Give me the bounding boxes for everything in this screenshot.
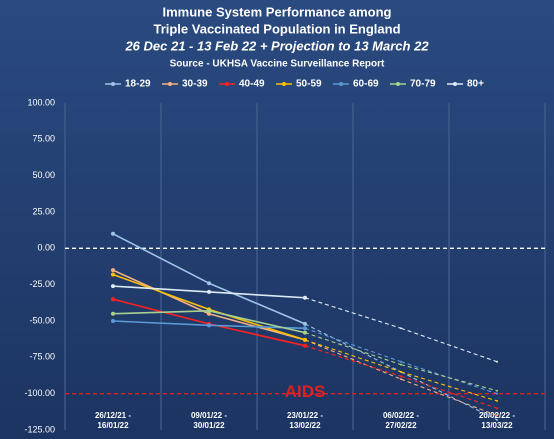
line-segment [112, 285, 210, 293]
data-point [303, 330, 307, 335]
x-tick-label: 16/01/22 [97, 421, 129, 430]
line-segment [400, 378, 498, 416]
data-point [496, 407, 498, 410]
y-tick-label: -125.00 [24, 424, 55, 434]
data-point [111, 284, 115, 289]
data-point [400, 370, 402, 373]
data-point [496, 389, 498, 392]
line-segment [304, 323, 402, 373]
legend-label: 40-49 [239, 79, 265, 90]
legend-label: 50-59 [296, 79, 322, 90]
legend-marker [225, 82, 229, 86]
line-segment [304, 327, 402, 363]
legend-marker [282, 82, 286, 86]
data-point [207, 289, 211, 294]
line-segment [208, 282, 306, 325]
line-segment [112, 320, 210, 327]
data-point [496, 418, 498, 421]
data-point [303, 326, 307, 331]
line-segment [304, 339, 402, 380]
data-point [207, 311, 211, 316]
data-point [111, 268, 115, 273]
x-tick-label: 13/03/22 [481, 421, 513, 430]
data-point [111, 272, 115, 277]
data-point [400, 375, 402, 378]
y-tick-label: -100.00 [24, 388, 55, 398]
y-tick-label: -75.00 [29, 352, 55, 362]
line-segment [112, 273, 210, 311]
data-point [303, 321, 307, 326]
chart-title: Immune System Performance among [162, 4, 391, 19]
data-point [496, 399, 498, 402]
data-point [400, 363, 402, 366]
data-point [400, 378, 402, 381]
line-segment [400, 364, 498, 392]
line-segment [400, 375, 498, 409]
data-point [303, 337, 307, 342]
data-point [207, 281, 211, 286]
line-segment [208, 323, 306, 347]
line-segment [304, 332, 402, 366]
legend-marker [453, 82, 457, 86]
legend-label: 70-79 [410, 79, 436, 90]
y-tick-label: -25.00 [29, 279, 55, 289]
y-tick-label: 50.00 [32, 170, 55, 180]
legend-marker [396, 82, 400, 86]
chart-title: Triple Vaccinated Population in England [153, 21, 400, 36]
x-tick-label: 26/12/21 - [95, 411, 131, 420]
data-point [111, 319, 115, 323]
line-segment [208, 310, 306, 334]
line-segment [112, 310, 210, 315]
y-tick-label: 100.00 [27, 97, 55, 107]
legend-label: 80+ [467, 79, 484, 90]
line-segment [400, 327, 498, 363]
line-segment [400, 371, 498, 402]
data-point [400, 360, 402, 363]
data-point [207, 323, 211, 328]
data-point [496, 414, 498, 417]
data-point [303, 343, 307, 348]
legend-marker [168, 82, 172, 86]
x-tick-label: 27/02/22 [385, 421, 417, 430]
legend-label: 30-39 [182, 79, 208, 90]
line-segment [304, 297, 402, 329]
data-point [111, 231, 115, 236]
x-tick-label: 06/02/22 - [383, 411, 419, 420]
y-tick-label: 0.00 [37, 243, 55, 253]
legend-marker [111, 82, 115, 86]
data-point [496, 392, 498, 395]
x-tick-label: 30/01/22 [193, 421, 225, 430]
line-segment [304, 339, 402, 373]
line-segment [208, 324, 306, 330]
data-point [111, 311, 115, 316]
data-point [111, 297, 115, 302]
legend-label: 60-69 [353, 79, 379, 90]
legend-marker [339, 82, 343, 86]
line-segment [400, 371, 498, 421]
legend-label: 18-29 [125, 79, 151, 90]
data-point [207, 308, 211, 313]
y-tick-label: -50.00 [29, 315, 55, 325]
line-segment [304, 345, 402, 377]
line-segment [208, 291, 306, 299]
x-tick-label: 13/02/22 [289, 421, 321, 430]
y-tick-label: 25.00 [32, 206, 55, 216]
chart-subtitle: 26 Dec 21 - 13 Feb 22 + Projection to 13… [124, 38, 429, 53]
x-tick-label: 09/01/22 - [191, 411, 227, 420]
annotation: AIDS [285, 382, 326, 401]
line-segment [112, 233, 210, 284]
source: Source - UKHSA Vaccine Surveillance Repo… [170, 59, 385, 70]
data-point [400, 327, 402, 330]
data-point [303, 295, 307, 300]
x-tick-label: 23/01/22 - [287, 411, 323, 420]
y-tick-label: 75.00 [32, 134, 55, 144]
data-point [496, 360, 498, 363]
